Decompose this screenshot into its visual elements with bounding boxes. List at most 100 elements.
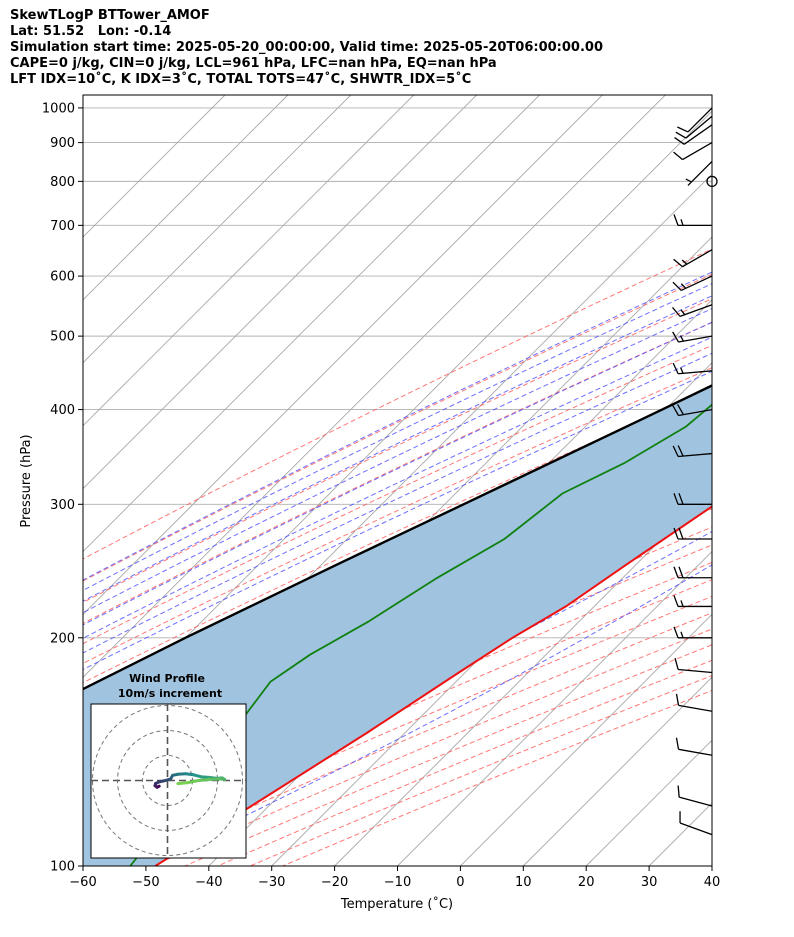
wind-barbs [672, 107, 718, 836]
barb-half-flag [679, 367, 684, 374]
dry-adiabat [83, 298, 712, 604]
x-tick-label: −40 [195, 875, 222, 890]
barb-shaft [682, 142, 713, 161]
barb-flag [678, 566, 684, 578]
isotherm-line [460, 613, 712, 866]
wind-barb [672, 275, 713, 292]
parcel-trace [83, 384, 712, 691]
y-tick-label: 500 [50, 330, 75, 345]
profile-traces [83, 384, 712, 866]
isotherm-line [83, 95, 540, 553]
hodograph-segment [207, 777, 221, 781]
y-tick-label: 300 [50, 498, 75, 513]
x-tick-label: −10 [384, 875, 411, 890]
barb-shaft [678, 704, 713, 712]
isotherm-line [83, 95, 603, 616]
barb-flag [674, 658, 679, 670]
barb-flag [677, 126, 689, 133]
barb-half-flag [680, 600, 684, 607]
barb-flag [677, 785, 680, 798]
wind-barb [675, 115, 713, 139]
barb-half-flag [680, 631, 684, 638]
wind-barb [673, 214, 712, 226]
barb-shaft [678, 668, 713, 674]
wind-barb [673, 249, 713, 268]
x-tick-label: 0 [456, 875, 464, 890]
hodograph-plot [91, 704, 246, 858]
barb-shaft [678, 796, 713, 807]
x-axis-label: Temperature (˚C) [340, 896, 453, 912]
dry-adiabat [83, 248, 712, 560]
y-tick-label: 600 [50, 270, 75, 285]
moist-adiabat [83, 271, 712, 581]
dry-adiabat [83, 321, 712, 624]
barb-shaft [679, 822, 713, 836]
y-tick-label: 100 [50, 860, 75, 875]
isotherm-line [522, 676, 712, 866]
x-tick-label: 30 [641, 875, 658, 890]
wind-barb [677, 107, 713, 133]
moist-adiabat [83, 352, 712, 654]
wind-barb [673, 527, 712, 540]
time-line: Simulation start time: 2025-05-20_00:00:… [10, 40, 603, 55]
barb-flag [672, 331, 680, 343]
barb-flag [672, 362, 679, 375]
barb-flag [673, 527, 679, 540]
isotherm-line [83, 95, 477, 490]
barb-flag [675, 693, 680, 706]
y-tick-label: 1000 [42, 101, 75, 116]
barb-shaft [678, 452, 713, 458]
barb-flag [672, 405, 680, 416]
barb-flag [673, 566, 679, 578]
location-line: Lat: 51.52 Lon: -0.14 [10, 24, 172, 39]
dry-adiabat [83, 544, 712, 823]
moist-adiabat [83, 321, 712, 626]
barb-shaft [687, 160, 713, 186]
x-tick-label: −30 [258, 875, 285, 890]
barb-half-flag [680, 309, 686, 316]
barb-flag [673, 493, 679, 505]
axes: −60 −50 −40 −30 −20 −10 0 10 20 30 40 1000 900 800 700… [42, 101, 720, 890]
wind-barb [672, 445, 713, 458]
moist-adiabat [83, 308, 712, 614]
wind-barb [672, 331, 713, 343]
barb-flag [672, 306, 681, 317]
isotherm-line [83, 95, 666, 678]
barb-half-flag [679, 335, 685, 342]
barb-half-flag [680, 219, 684, 226]
wind-barb [673, 595, 712, 608]
x-tick-label: 10 [515, 875, 532, 890]
wind-barb [677, 785, 713, 807]
barb-flag [678, 527, 684, 540]
x-tick-label: −50 [132, 875, 159, 890]
barb-flag [677, 445, 684, 457]
isotherm-line [334, 487, 712, 866]
x-tick-label: 40 [704, 875, 721, 890]
wind-barb [673, 626, 712, 639]
barb-shaft [687, 107, 713, 133]
indices-line: CAPE=0 j/kg, CIN=0 j/kg, LCL=961 hPa, LF… [10, 56, 497, 71]
wind-barb [673, 142, 713, 161]
barb-flag [673, 595, 679, 607]
barb-half-flag [681, 259, 688, 265]
station-title: SkewTLogP BTTower_AMOF [10, 8, 210, 23]
hodograph-segment [186, 779, 201, 785]
barb-flag [675, 737, 680, 750]
barb-flag [672, 445, 679, 457]
barb-half-flag [680, 283, 687, 289]
barb-flag [677, 404, 685, 415]
wind-barb [674, 124, 713, 145]
barb-shaft [678, 408, 713, 417]
wind-barb [675, 693, 713, 712]
barb-half-flag [685, 178, 692, 183]
y-axis-label: Pressure (hPa) [19, 434, 34, 527]
dry-adiabat [83, 367, 712, 664]
wind-barb [674, 658, 713, 674]
barb-shaft [683, 124, 713, 145]
barb-flag [674, 137, 685, 145]
y-tick-label: 400 [50, 403, 75, 418]
isotherm-line [83, 95, 289, 301]
barb-flag [673, 214, 679, 226]
wind-barb [673, 493, 712, 505]
stability-line: LFT IDX=10˚C, K IDX=3˚C, TOTAL TOTS=47˚C… [10, 72, 472, 87]
